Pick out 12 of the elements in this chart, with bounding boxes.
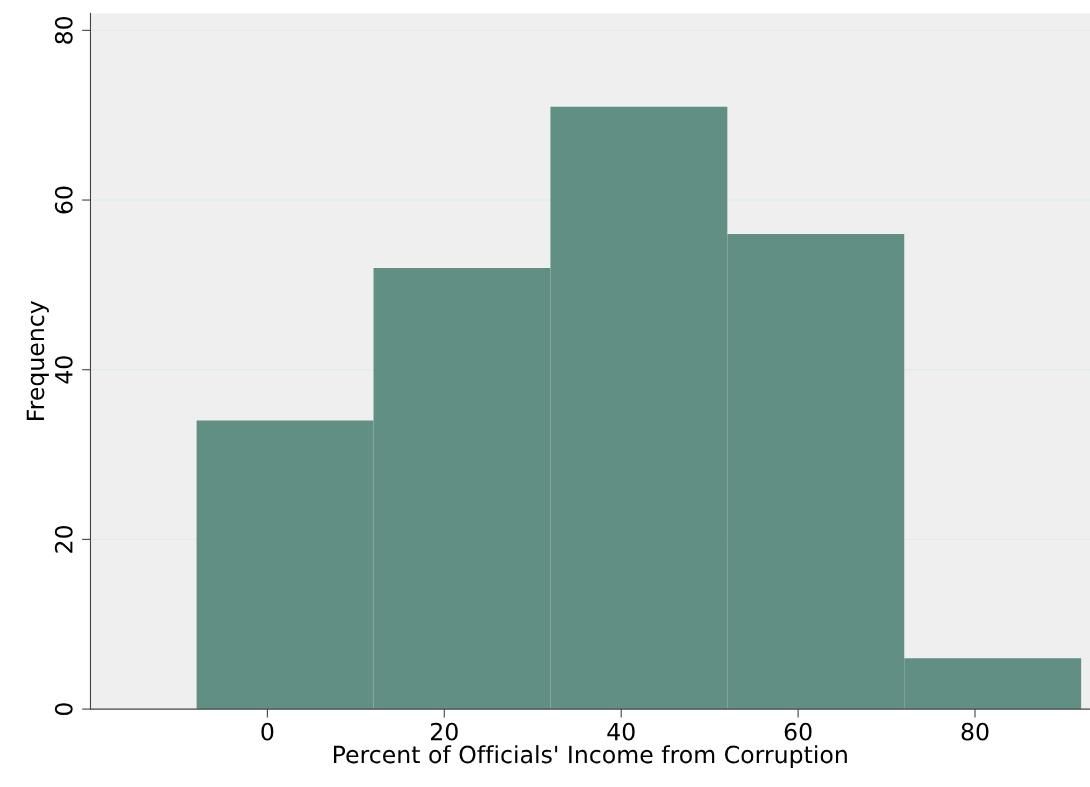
x-axis-title: Percent of Officials' Income from Corruption <box>333 745 847 768</box>
x-tick-label: 60 <box>784 722 812 741</box>
y-tick-label: 20 <box>54 525 73 553</box>
x-tick-label: 20 <box>430 722 458 741</box>
y-tick-label: 40 <box>54 356 73 384</box>
x-tick-label: 0 <box>261 722 274 741</box>
x-tick-label: 40 <box>607 722 635 741</box>
y-tick-label: 60 <box>54 186 73 214</box>
y-axis-title: Frequency <box>26 300 49 420</box>
x-tick-label: 80 <box>961 722 989 741</box>
y-tick-label: 80 <box>54 16 73 44</box>
y-tick-label: 0 <box>54 703 73 716</box>
